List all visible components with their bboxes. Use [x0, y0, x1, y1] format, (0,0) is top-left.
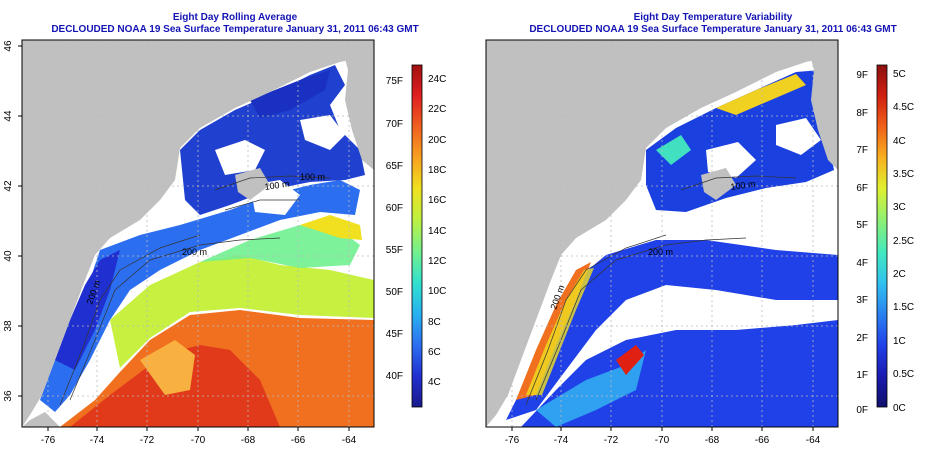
sst-mean-map: 100 m 200 m 200 m 100 m -76 -74 -72 -70 …: [3, 39, 446, 446]
colorbar: 75F 70F 65F 60F 55F 50F 45F 40F 24C 22C …: [386, 64, 446, 408]
svg-text:8C: 8C: [428, 317, 441, 328]
colorbar-celsius-labels: 5C 4.5C 4C 3.5C 3C 2.5C 2C 1.5C 1C 0.5C …: [893, 69, 914, 414]
svg-text:60F: 60F: [386, 203, 403, 214]
svg-text:2F: 2F: [856, 333, 868, 344]
panel-subtitle: DECLOUDED NOAA 19 Sea Surface Temperatur…: [529, 24, 897, 35]
svg-text:4C: 4C: [428, 377, 441, 388]
svg-text:-64: -64: [806, 435, 821, 446]
x-axis: -76 -74 -72 -70 -68 -66 -64: [505, 427, 821, 446]
svg-text:-68: -68: [241, 435, 256, 446]
svg-text:4.5C: 4.5C: [893, 102, 914, 113]
svg-text:-66: -66: [291, 435, 306, 446]
y-axis: 36 38 40 42 44 46: [3, 40, 22, 402]
svg-text:10C: 10C: [428, 286, 446, 297]
svg-text:4C: 4C: [893, 136, 906, 147]
svg-text:1C: 1C: [893, 336, 906, 347]
svg-text:3.5C: 3.5C: [893, 169, 914, 180]
svg-text:42: 42: [3, 180, 14, 192]
svg-text:20C: 20C: [428, 135, 446, 146]
contour-label: 200 m: [182, 247, 207, 257]
contour-label: 100 m: [300, 172, 325, 182]
x-axis: -76 -74 -72 -70 -68 -66 -64: [41, 427, 357, 446]
svg-text:4F: 4F: [856, 258, 868, 269]
svg-text:-76: -76: [41, 435, 56, 446]
sst-variability-map: 100 m 200 m 200 m -76 -74 -72 -70 -68 -6…: [485, 39, 914, 446]
svg-text:1F: 1F: [856, 370, 868, 381]
svg-text:75F: 75F: [386, 76, 403, 87]
svg-text:36: 36: [3, 390, 14, 402]
svg-text:46: 46: [3, 40, 14, 52]
svg-text:6F: 6F: [856, 183, 868, 194]
svg-text:5F: 5F: [856, 220, 868, 231]
colorbar: 9F 8F 7F 6F 5F 4F 3F 2F 1F 0F 5C 4.5C 4C…: [856, 64, 914, 416]
svg-text:2.5C: 2.5C: [893, 236, 914, 247]
svg-text:70F: 70F: [386, 119, 403, 130]
contour-label: 100 m: [264, 179, 290, 192]
svg-text:-70: -70: [191, 435, 206, 446]
svg-text:22C: 22C: [428, 104, 446, 115]
svg-text:44: 44: [3, 110, 14, 122]
svg-text:18C: 18C: [428, 165, 446, 176]
svg-text:-64: -64: [342, 435, 357, 446]
sst-variability-panel: Eight Day Temperature Variability DECLOU…: [476, 0, 950, 475]
svg-text:40: 40: [3, 250, 14, 262]
panel-title: Eight Day Rolling Average: [172, 12, 298, 23]
svg-text:3F: 3F: [856, 295, 868, 306]
svg-text:0.5C: 0.5C: [893, 369, 914, 380]
svg-text:-72: -72: [604, 435, 619, 446]
svg-text:6C: 6C: [428, 347, 441, 358]
svg-text:-68: -68: [705, 435, 720, 446]
svg-text:0F: 0F: [856, 405, 868, 416]
svg-text:45F: 45F: [386, 329, 403, 340]
svg-text:-70: -70: [655, 435, 670, 446]
svg-text:14C: 14C: [428, 226, 446, 237]
svg-text:-66: -66: [755, 435, 770, 446]
svg-text:3C: 3C: [893, 202, 906, 213]
svg-text:55F: 55F: [386, 245, 403, 256]
map-area: [22, 40, 374, 427]
contour-label: 200 m: [648, 247, 673, 257]
svg-text:-72: -72: [140, 435, 155, 446]
panel-title: Eight Day Temperature Variability: [633, 12, 793, 23]
svg-text:65F: 65F: [386, 161, 403, 172]
svg-text:5C: 5C: [893, 69, 906, 80]
svg-text:24C: 24C: [428, 74, 446, 85]
svg-text:12C: 12C: [428, 256, 446, 267]
svg-text:-76: -76: [505, 435, 520, 446]
map-area: [486, 40, 838, 427]
svg-text:16C: 16C: [428, 195, 446, 206]
contour-label: 100 m: [730, 179, 756, 192]
colorbar-celsius-labels: 24C 22C 20C 18C 16C 14C 12C 10C 8C 6C 4C: [428, 74, 446, 388]
panel-subtitle: DECLOUDED NOAA 19 Sea Surface Temperatur…: [51, 24, 419, 35]
svg-text:0C: 0C: [893, 403, 906, 414]
colorbar-fahrenheit-labels: 75F 70F 65F 60F 55F 50F 45F 40F: [386, 76, 403, 382]
svg-text:2C: 2C: [893, 269, 906, 280]
sst-mean-panel: Eight Day Rolling Average DECLOUDED NOAA…: [0, 0, 470, 475]
svg-text:40F: 40F: [386, 371, 403, 382]
svg-text:-74: -74: [554, 435, 569, 446]
svg-text:38: 38: [3, 320, 14, 332]
svg-text:8F: 8F: [856, 108, 868, 119]
svg-text:-74: -74: [90, 435, 105, 446]
svg-text:50F: 50F: [386, 287, 403, 298]
svg-text:1.5C: 1.5C: [893, 302, 914, 313]
svg-text:7F: 7F: [856, 145, 868, 156]
svg-text:9F: 9F: [856, 70, 868, 81]
colorbar-fahrenheit-labels: 9F 8F 7F 6F 5F 4F 3F 2F 1F 0F: [856, 70, 868, 416]
